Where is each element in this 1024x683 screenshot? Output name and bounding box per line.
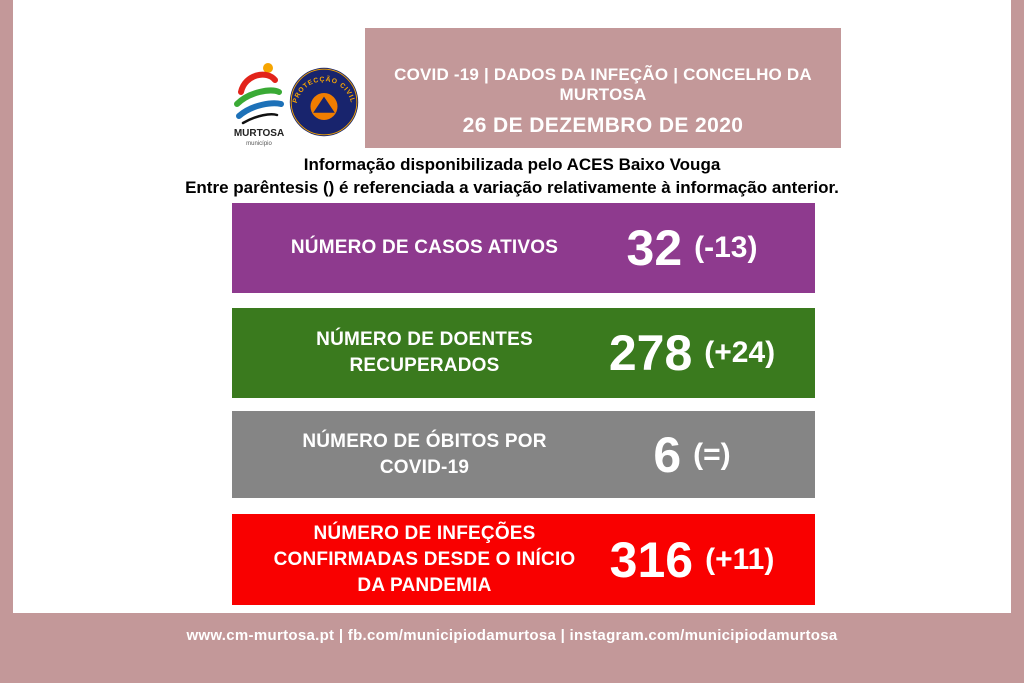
stat-number: 6 (=)	[583, 430, 815, 480]
header-date: 26 DE DEZEMBRO DE 2020	[462, 113, 744, 137]
intro-text: Informação disponibilizada pelo ACES Bai…	[13, 153, 1011, 199]
stat-label: NÚMERO DE INFEÇÕES CONFIRMADAS DESDE O I…	[273, 522, 576, 596]
murtosa-logo-wordmark: MURTOSA	[234, 128, 284, 139]
stat-variation: (=)	[693, 437, 731, 471]
header-title: COVID -19 | DADOS DA INFEÇÃO | CONCELHO …	[394, 64, 812, 104]
intro-line-2: Entre parêntesis () é referenciada a var…	[185, 178, 839, 197]
stat-variation: (+24)	[704, 336, 776, 369]
stat-value: 32	[626, 220, 683, 276]
stat-label: NÚMERO DE DOENTES RECUPERADOS	[316, 329, 533, 376]
stat-variation: (-13)	[694, 231, 758, 264]
proteccao-civil-logo: PROTECÇÃO CIVIL	[288, 66, 360, 138]
stat-value: 316	[609, 531, 694, 588]
stat-number: 278 (+24)	[583, 328, 815, 378]
stat-bar-total-infections: NÚMERO DE INFEÇÕES CONFIRMADAS DESDE O I…	[232, 514, 815, 605]
footer-links: www.cm-murtosa.pt | fb.com/municipiodamu…	[186, 626, 838, 644]
stat-value: 6	[653, 426, 682, 483]
left-border-strip	[0, 0, 13, 683]
murtosa-logo-subtitle: município	[246, 141, 272, 147]
stat-bar-recovered: NÚMERO DE DOENTES RECUPERADOS 278 (+24)	[232, 308, 815, 398]
stat-variation: (+11)	[705, 542, 775, 576]
stat-bar-deaths: NÚMERO DE ÓBITOS POR COVID-19 6 (=)	[232, 411, 815, 498]
stat-number: 316 (+11)	[583, 535, 815, 585]
intro-line-1: Informação disponibilizada pelo ACES Bai…	[303, 155, 721, 174]
right-border-strip	[1011, 0, 1024, 683]
murtosa-municipality-logo: MURTOSA município	[227, 58, 291, 148]
stat-bar-active-cases: NÚMERO DE CASOS ATIVOS 32 (-13)	[232, 203, 815, 293]
stat-label: NÚMERO DE CASOS ATIVOS	[290, 237, 559, 258]
header-banner: COVID -19 | DADOS DA INFEÇÃO | CONCELHO …	[365, 28, 841, 148]
stat-number: 32 (-13)	[583, 223, 815, 273]
stat-label: NÚMERO DE ÓBITOS POR COVID-19	[302, 430, 547, 478]
footer-band: www.cm-murtosa.pt | fb.com/municipiodamu…	[0, 613, 1024, 683]
stat-value: 278	[608, 325, 693, 381]
